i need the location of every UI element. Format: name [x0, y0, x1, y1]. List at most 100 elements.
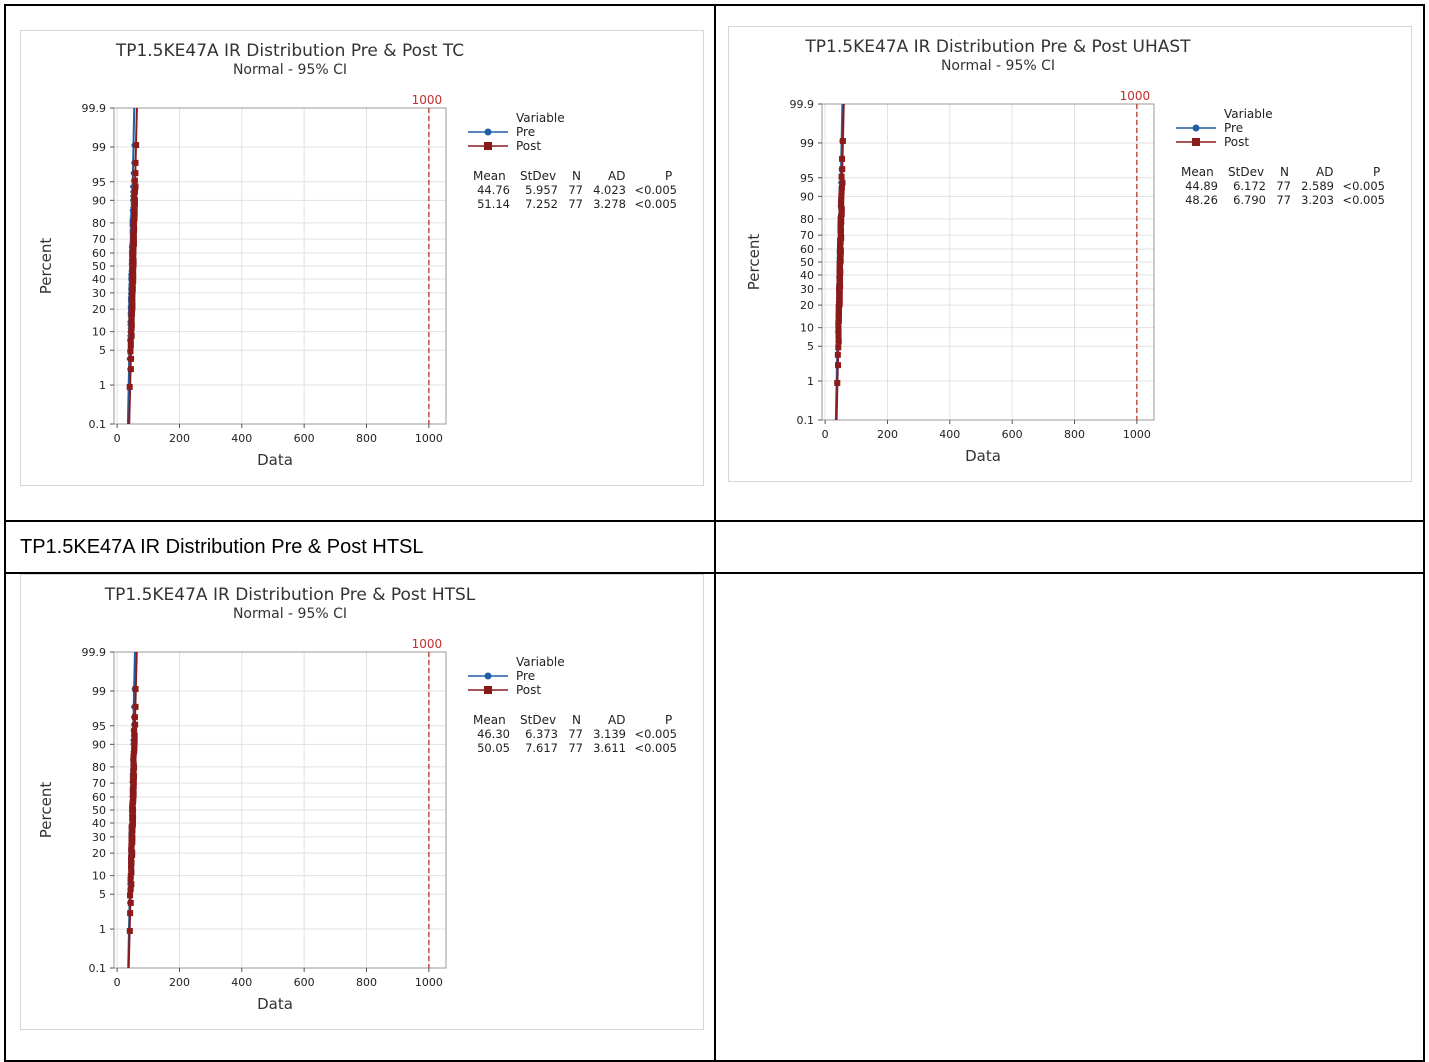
reference-line-label: 1000: [1120, 89, 1151, 103]
stats-header: StDev: [520, 169, 556, 183]
legend-entry: Pre: [516, 669, 535, 683]
data-point-post: [834, 351, 841, 358]
data-point-post: [835, 333, 842, 340]
y-tick-label: 99.9: [790, 98, 815, 111]
chart-title: TP1.5KE47A IR Distribution Pre & Post TC: [115, 41, 464, 61]
x-tick-label: 400: [939, 428, 960, 441]
data-point-post: [127, 910, 134, 917]
data-point-post: [128, 332, 135, 339]
data-point-post: [127, 342, 134, 349]
data-point-post: [838, 200, 845, 207]
y-tick-label: 1: [99, 923, 106, 936]
data-point-post: [838, 196, 845, 203]
y-tick-label: 10: [92, 326, 106, 339]
stats-cell: 7.617: [525, 741, 558, 755]
data-point-post: [128, 865, 135, 872]
y-axis-label: Percent: [37, 782, 55, 839]
legend-title: Variable: [516, 111, 565, 125]
chart-outer-frame: [728, 26, 1412, 482]
data-point-post: [131, 748, 138, 755]
legend-marker-pre: [484, 672, 492, 680]
y-tick-label: 70: [92, 777, 106, 790]
data-point-post: [835, 324, 842, 331]
stats-header: AD: [608, 169, 625, 183]
y-tick-label: 95: [92, 720, 106, 733]
x-tick-label: 0: [114, 432, 121, 445]
data-point-post: [126, 383, 133, 390]
stats-cell: <0.005: [1342, 193, 1385, 207]
stats-header: N: [572, 169, 581, 183]
data-point-post: [127, 348, 134, 355]
stats-header: P: [665, 713, 672, 727]
data-point-post: [838, 203, 845, 210]
stats-cell: 3.278: [593, 197, 626, 211]
data-point-post: [133, 142, 140, 149]
data-point-post: [127, 872, 134, 879]
stats-cell: 50.05: [477, 741, 510, 755]
x-tick-label: 400: [231, 976, 252, 989]
legend-title: Variable: [1224, 107, 1273, 121]
stats-cell: <0.005: [1342, 179, 1385, 193]
y-tick-label: 30: [92, 831, 106, 844]
cell-empty-top: [714, 520, 1425, 574]
y-tick-label: 40: [800, 269, 814, 282]
data-point-post: [131, 197, 138, 204]
stats-header: AD: [1316, 165, 1333, 179]
data-point-post: [127, 366, 134, 373]
x-tick-label: 600: [294, 432, 315, 445]
stats-cell: 77: [568, 727, 583, 741]
stats-header: P: [665, 169, 672, 183]
chart-subtitle: Normal - 95% CI: [941, 58, 1055, 74]
x-axis-label: Data: [257, 995, 293, 1013]
data-point-post: [838, 193, 845, 200]
data-point-post: [126, 927, 133, 934]
stats-cell: <0.005: [634, 183, 677, 197]
stats-cell: 5.957: [525, 183, 558, 197]
y-tick-label: 60: [92, 791, 106, 804]
probability-plot-htsl: TP1.5KE47A IR Distribution Pre & Post HT…: [20, 574, 704, 1030]
legend-entry: Pre: [1224, 121, 1243, 135]
x-tick-label: 0: [114, 976, 121, 989]
data-point-post: [132, 686, 139, 693]
data-point-post: [835, 362, 842, 369]
data-point-post: [131, 741, 138, 748]
data-point-post: [839, 155, 846, 162]
y-tick-label: 0.1: [89, 418, 107, 431]
x-tick-label: 200: [169, 432, 190, 445]
data-point-post: [131, 177, 138, 184]
x-tick-label: 0: [822, 428, 829, 441]
data-point-post: [128, 321, 135, 328]
x-tick-label: 800: [356, 432, 377, 445]
legend-marker-post: [484, 686, 492, 694]
data-point-post: [132, 170, 139, 177]
stats-header: Mean: [473, 169, 506, 183]
y-tick-label: 70: [92, 233, 106, 246]
y-tick-label: 90: [92, 738, 106, 751]
y-tick-label: 80: [800, 213, 814, 226]
probability-plot-tc: TP1.5KE47A IR Distribution Pre & Post TC…: [20, 30, 704, 486]
stats-cell: 6.172: [1233, 179, 1266, 193]
y-tick-label: 99: [92, 685, 106, 698]
cell-chart-htsl: TP1.5KE47A IR Distribution Pre & Post HT…: [4, 572, 716, 1062]
y-tick-label: 20: [800, 299, 814, 312]
data-point-post: [128, 869, 135, 876]
y-tick-label: 50: [800, 256, 814, 269]
stats-cell: 4.023: [593, 183, 626, 197]
x-tick-label: 800: [356, 976, 377, 989]
x-tick-label: 200: [877, 428, 898, 441]
legend-entry: Pre: [516, 125, 535, 139]
stats-cell: 6.790: [1233, 193, 1266, 207]
data-point-post: [834, 379, 841, 386]
figure-caption: TP1.5KE47A IR Distribution Pre & Post HT…: [20, 536, 424, 558]
chart-outer-frame: [20, 574, 704, 1030]
y-tick-label: 30: [800, 283, 814, 296]
stats-cell: 3.139: [593, 727, 626, 741]
data-point-post: [839, 138, 846, 145]
y-tick-label: 95: [800, 172, 814, 185]
y-tick-label: 90: [800, 190, 814, 203]
data-point-post: [130, 751, 137, 758]
stats-cell: 2.589: [1301, 179, 1334, 193]
y-tick-label: 60: [800, 243, 814, 256]
legend-title: Variable: [516, 655, 565, 669]
stats-header: P: [1373, 165, 1380, 179]
